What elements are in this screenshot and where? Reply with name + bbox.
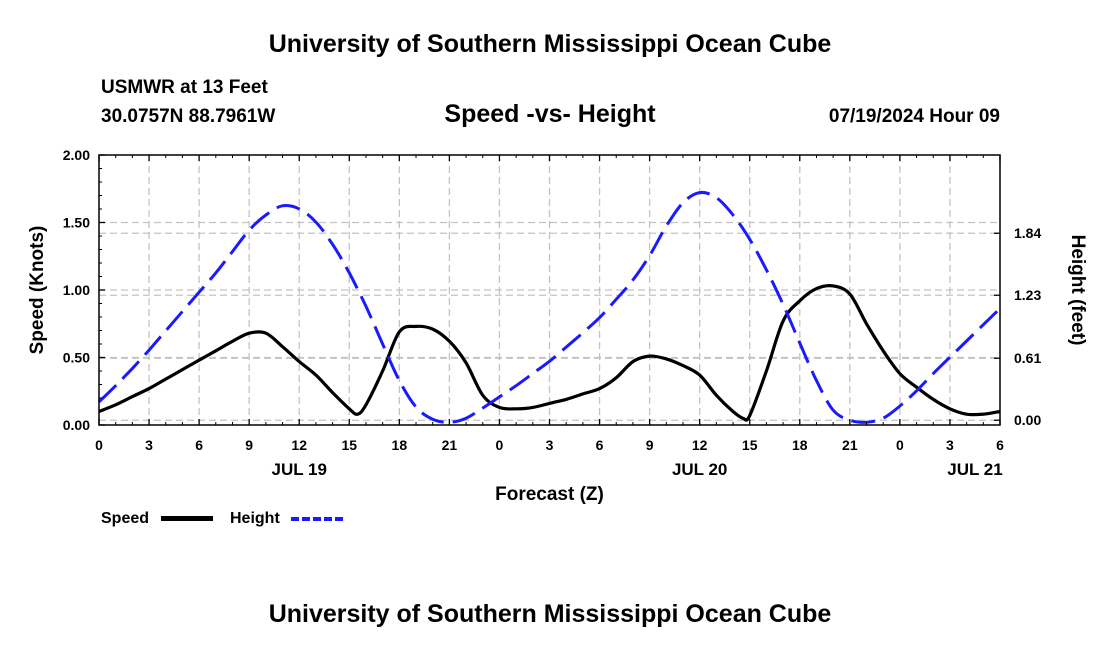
- x-tick-label: 0: [496, 437, 504, 453]
- series-lines: [97, 190, 1002, 424]
- x-tick-label: 12: [291, 437, 307, 453]
- x-tick-label: 3: [946, 437, 954, 453]
- x-tick-label: 6: [996, 437, 1004, 453]
- station-name: USMWR at 13 Feet: [101, 77, 268, 98]
- x-tick-label: 6: [195, 437, 203, 453]
- legend-height-swatch: [291, 517, 343, 521]
- x-tick-label: 15: [341, 437, 357, 453]
- grid-lines: [99, 155, 1000, 425]
- x-tick-label: 0: [896, 437, 904, 453]
- chart-title: Speed -vs- Height: [444, 100, 656, 128]
- date-label: JUL 20: [672, 460, 727, 479]
- legend-height-label: Height: [230, 510, 280, 527]
- run-time: 07/19/2024 Hour 09: [828, 106, 1000, 127]
- y-tick-label: 1.00: [63, 282, 90, 298]
- main-title: University of Southern Mississippi Ocean…: [268, 30, 832, 58]
- x-axis-label: Forecast (Z): [495, 484, 604, 505]
- station-coordinates: 30.0757N 88.7961W: [101, 106, 276, 127]
- x-tick-label: 3: [145, 437, 153, 453]
- y-tick-label: 2.00: [63, 147, 90, 163]
- x-tick-label: 18: [392, 437, 408, 453]
- x-tick-label: 12: [692, 437, 708, 453]
- y2-tick-label: 0.00: [1014, 412, 1041, 428]
- y-axis-label: Speed (Knots): [27, 226, 48, 355]
- y2-tick-label: 1.23: [1014, 287, 1041, 303]
- x-tick-label: 21: [442, 437, 458, 453]
- x-tick-label: 3: [546, 437, 554, 453]
- x-tick-label: 9: [245, 437, 253, 453]
- y2-tick-label: 1.84: [1014, 225, 1041, 241]
- legend-speed-label: Speed: [101, 510, 150, 527]
- axes: 0 3 6 9 12 15 18 21 0 3 6 9 12 15 18 21 0 3 6 JUL 19 JUL 20 J…: [63, 147, 1042, 479]
- x-tick-label: 15: [742, 437, 758, 453]
- y-tick-label: 0.50: [63, 350, 90, 366]
- footer-title: University of Southern Mississippi Ocean…: [268, 600, 832, 628]
- x-tick-label: 18: [792, 437, 808, 453]
- y2-tick-label: 0.61: [1014, 350, 1041, 366]
- date-label: JUL 19: [271, 460, 326, 479]
- y2-axis-label: Height (feet): [1067, 235, 1088, 346]
- y-tick-label: 0.00: [63, 417, 90, 433]
- series-line-speed: [98, 284, 1001, 422]
- y-tick-label: 1.50: [63, 215, 90, 231]
- x-tick-label: 9: [646, 437, 654, 453]
- x-tick-label: 0: [95, 437, 103, 453]
- series-line-height: [97, 190, 1002, 424]
- x-tick-label: 6: [596, 437, 604, 453]
- legend-speed-swatch: [161, 516, 213, 521]
- x-tick-label: 21: [842, 437, 858, 453]
- date-label: JUL 21: [947, 460, 1002, 479]
